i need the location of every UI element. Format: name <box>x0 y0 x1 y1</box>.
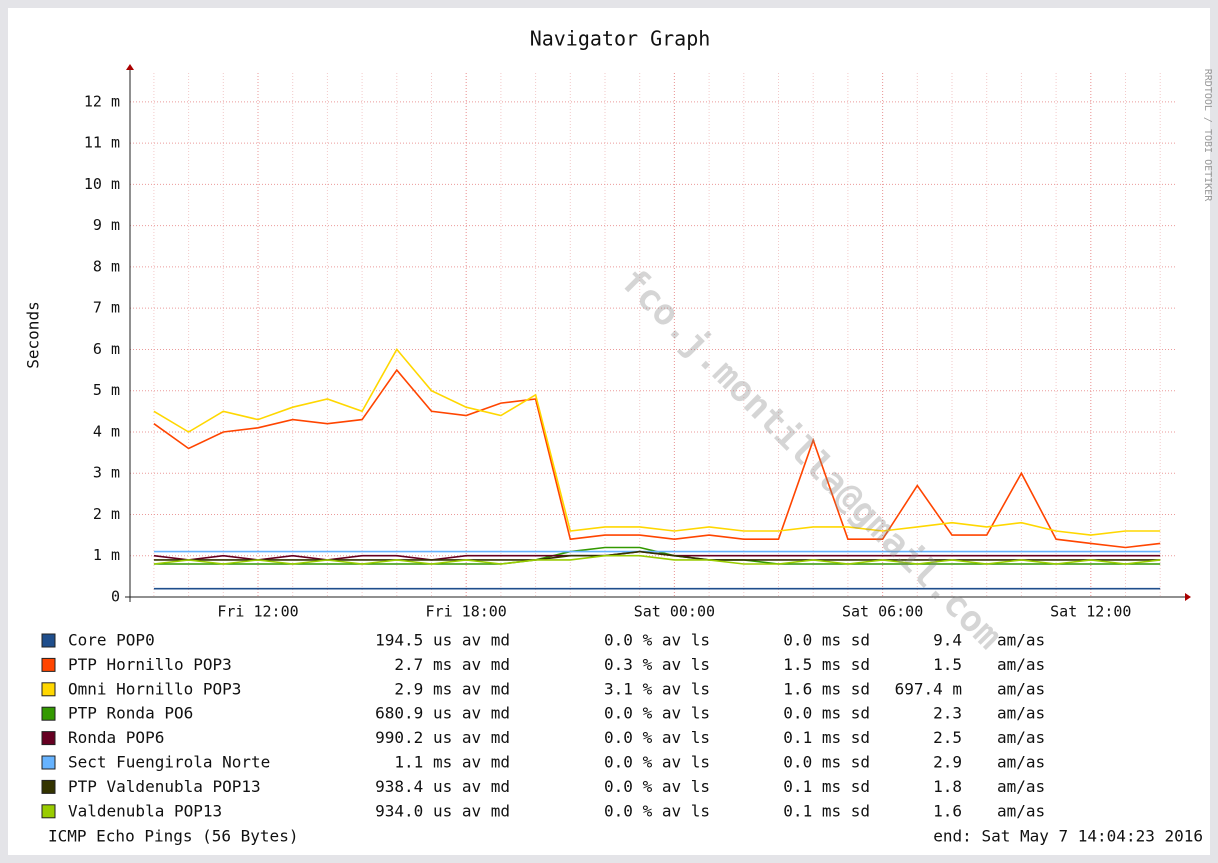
legend-label: PTP Valdenubla POP13 <box>68 777 261 796</box>
legend-stat: 1.5 ms sd <box>783 655 870 674</box>
side-text: RRDTOOL / TOBI OETIKER <box>1202 69 1213 202</box>
legend-stat: 1.8 <box>933 777 962 796</box>
legend-stat: 0.1 ms sd <box>783 728 870 747</box>
legend-stat: 0.3 % av ls <box>604 655 710 674</box>
legend-stat: 1.6 <box>933 801 962 820</box>
y-tick-label: 5 m <box>93 381 120 399</box>
legend-stat: am/as <box>997 777 1045 796</box>
y-tick-label: 12 m <box>84 92 120 110</box>
x-tick-label: Sat 06:00 <box>842 603 923 621</box>
x-tick-label: Fri 12:00 <box>217 603 298 621</box>
legend-stat: am/as <box>997 704 1045 723</box>
legend-label: Ronda POP6 <box>68 728 164 747</box>
legend-label: Omni Hornillo POP3 <box>68 679 241 698</box>
legend: Core POP0 194.5 us av md 0.0 % av ls 0.0 ms… <box>41 631 1045 820</box>
series-line <box>153 368 1161 549</box>
series-line <box>153 554 1161 565</box>
y-tick-label: 0 <box>111 588 120 606</box>
legend-stat: 990.2 us av md <box>375 728 510 747</box>
legend-stat: am/as <box>997 728 1045 747</box>
legend-label: PTP Hornillo POP3 <box>68 655 232 674</box>
legend-swatch <box>41 731 56 746</box>
legend-stat: am/as <box>997 753 1045 772</box>
legend-stat: 2.7 ms av md <box>394 655 510 674</box>
legend-stat: 1.6 ms sd <box>783 679 870 698</box>
footer-left: ICMP Echo Pings (56 Bytes) <box>48 827 298 846</box>
legend-stat: 0.0 ms sd <box>783 631 870 650</box>
x-tick-label: Sat 00:00 <box>634 603 715 621</box>
legend-swatch <box>41 779 56 794</box>
legend-stat: 194.5 us av md <box>375 631 510 650</box>
legend-stat: 0.0 ms sd <box>783 753 870 772</box>
legend-stat: 0.0 % av ls <box>604 777 710 796</box>
legend-swatch <box>41 804 56 819</box>
legend-swatch <box>41 755 56 770</box>
legend-stat: 1.1 ms av md <box>394 753 510 772</box>
legend-stat: 0.0 % av ls <box>604 753 710 772</box>
y-axis-arrow <box>126 64 134 70</box>
legend-stat: am/as <box>997 801 1045 820</box>
legend-swatch <box>41 706 56 721</box>
legend-label: PTP Ronda PO6 <box>68 704 193 723</box>
legend-label: Sect Fuengirola Norte <box>68 753 270 772</box>
legend-stat: 0.1 ms sd <box>783 777 870 796</box>
y-tick-label: 2 m <box>93 505 120 523</box>
legend-stat: 0.1 ms sd <box>783 801 870 820</box>
legend-stat: 0.0 % av ls <box>604 801 710 820</box>
legend-stat: 1.5 <box>933 655 962 674</box>
lines <box>153 347 1161 590</box>
legend-stat: 938.4 us av md <box>375 777 510 796</box>
y-tick-label: 6 m <box>93 340 120 358</box>
legend-stat: 2.3 <box>933 704 962 723</box>
y-tick-label: 3 m <box>93 464 120 482</box>
legend-swatch <box>41 682 56 697</box>
y-tick-label: 1 m <box>93 546 120 564</box>
y-tick-label: 4 m <box>93 422 120 440</box>
y-tick-label: 10 m <box>84 175 120 193</box>
legend-stat: 2.9 ms av md <box>394 679 510 698</box>
grid <box>130 73 1175 598</box>
x-tick-label: Sat 12:00 <box>1050 603 1131 621</box>
footer-right: end: Sat May 7 14:04:23 2016 <box>933 827 1203 846</box>
legend-stat: 2.9 <box>933 753 962 772</box>
legend-swatch <box>41 633 56 648</box>
y-tick-label: 8 m <box>93 257 120 275</box>
legend-stat: 0.0 % av ls <box>604 728 710 747</box>
legend-stat: 9.4 <box>933 631 962 650</box>
y-tick-label: 7 m <box>93 299 120 317</box>
legend-label: Core POP0 <box>68 631 155 650</box>
axes: 0 1 m 2 m 3 m 4 m 5 m 6 m 7 m 8 m 9 m 10 m 11 m 12 m… <box>84 64 1191 621</box>
legend-stat: am/as <box>997 679 1045 698</box>
legend-swatch <box>41 657 56 672</box>
legend-stat: am/as <box>997 631 1045 650</box>
legend-stat: 3.1 % av ls <box>604 679 710 698</box>
legend-stat: 934.0 us av md <box>375 801 510 820</box>
legend-stat: 2.5 <box>933 728 962 747</box>
series-line <box>153 347 1161 536</box>
y-axis-label: Seconds <box>24 301 43 368</box>
y-tick-label: 11 m <box>84 134 120 152</box>
y-tick-label: 9 m <box>93 216 120 234</box>
legend-label: Valdenubla POP13 <box>68 801 222 820</box>
legend-stat: 0.0 % av ls <box>604 631 710 650</box>
legend-stat: 680.9 us av md <box>375 704 510 723</box>
legend-stat: 0.0 ms sd <box>783 704 870 723</box>
legend-stat: am/as <box>997 655 1045 674</box>
legend-stat: 0.0 % av ls <box>604 704 710 723</box>
legend-stat: 697.4 m <box>895 679 962 698</box>
x-axis-arrow <box>1185 593 1191 601</box>
chart-title: Navigator Graph <box>530 27 711 51</box>
x-tick-label: Fri 18:00 <box>426 603 507 621</box>
